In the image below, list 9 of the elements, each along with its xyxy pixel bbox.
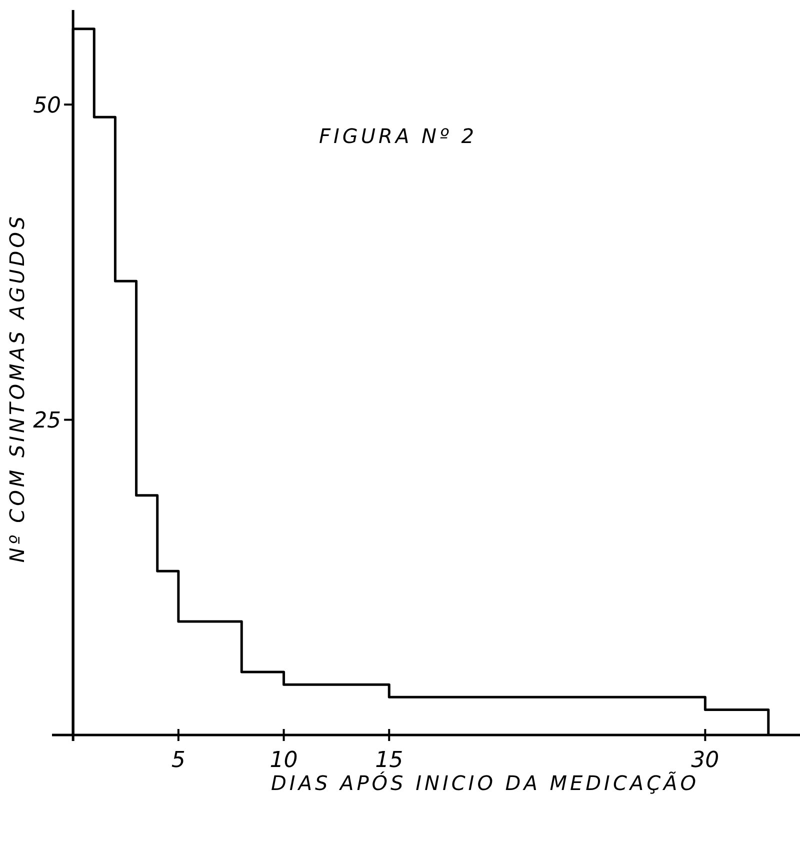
x-tick-label: 15 xyxy=(375,748,404,773)
y-tick-label: 25 xyxy=(33,408,62,434)
y-axis-title: Nº COM SINTOMAS AGUDOS xyxy=(5,213,29,563)
x-axis-title: DIAS APÓS INICIO DA MEDICAÇÃO xyxy=(271,771,699,795)
x-tick-label: 5 xyxy=(171,748,186,773)
y-tick-label: 50 xyxy=(33,93,62,118)
x-tick-label: 30 xyxy=(691,748,720,773)
text: FIGURA Nº 2 xyxy=(319,124,477,148)
x-tick-label: 10 xyxy=(270,748,298,773)
